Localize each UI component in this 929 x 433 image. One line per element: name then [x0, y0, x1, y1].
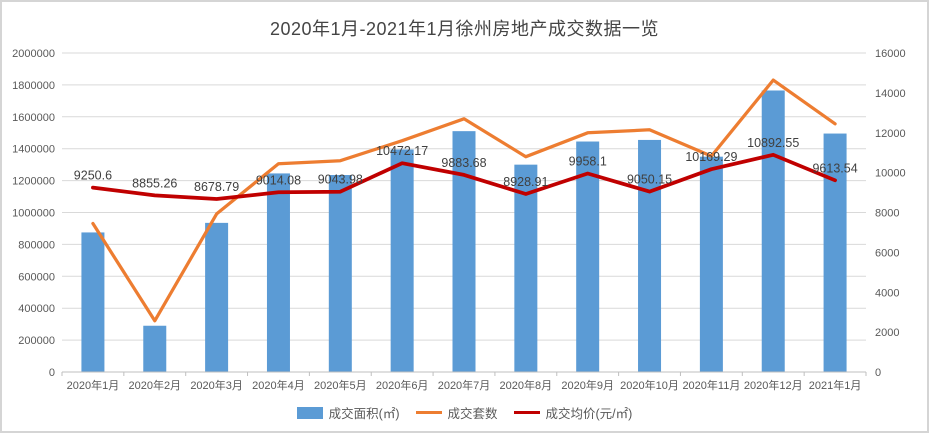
- x-axis-category-label: 2020年2月: [128, 378, 181, 392]
- avg-price-swatch-icon: [513, 411, 540, 414]
- avg-price-data-label: 8855.26: [132, 176, 177, 190]
- deal-area-bar: [205, 222, 229, 372]
- left-axis-tick-label: 1600000: [12, 112, 55, 124]
- left-axis-tick-label: 200000: [18, 335, 55, 347]
- x-axis-category-label: 2020年6月: [376, 378, 429, 392]
- right-axis-tick-label: 0: [875, 367, 881, 379]
- legend-label-avg-price: 成交均价(元/㎡): [545, 407, 633, 421]
- legend-label-deal-count: 成交套数: [447, 407, 498, 421]
- avg-price-data-label: 9014.08: [256, 173, 301, 187]
- deal-area-bar: [761, 90, 785, 373]
- deal-area-bar: [823, 133, 847, 372]
- left-axis-tick-label: 1200000: [12, 176, 55, 188]
- deal-count-line: [91, 78, 837, 323]
- left-axis-tick-label: 1400000: [12, 144, 55, 156]
- avg-price-data-label: 10169.29: [685, 150, 737, 164]
- left-axis-tick-label: 0: [49, 367, 55, 379]
- deal-area-bar: [576, 141, 600, 372]
- legend-item-deal-area: 成交面积(㎡): [296, 403, 400, 422]
- right-axis-tick-label: 10000: [875, 168, 906, 180]
- avg-price-data-label: 8678.79: [194, 180, 239, 194]
- right-axis-tick-label: 16000: [875, 48, 906, 60]
- avg-price-data-label: 9043.98: [318, 173, 363, 187]
- avg-price-data-label: 8928.91: [503, 175, 548, 189]
- avg-price-data-label: 9250.6: [74, 169, 112, 183]
- avg-price-data-label: 10472.17: [376, 144, 428, 158]
- legend-item-avg-price: 成交均价(元/㎡): [513, 403, 633, 422]
- right-axis-tick-label: 8000: [875, 208, 899, 220]
- chart-title: 2020年1月-2021年1月徐州房地产成交数据一览: [269, 19, 660, 39]
- avg-price-data-label: 9883.68: [441, 156, 486, 170]
- x-axis-category-label: 2020年4月: [252, 378, 305, 392]
- x-axis-category-label: 2020年11月: [682, 378, 740, 392]
- left-axis-tick-label: 600000: [18, 271, 55, 283]
- deal-area-bar: [638, 139, 662, 372]
- avg-price-data-label: 10892.55: [747, 136, 799, 150]
- left-axis-tick-label: 1800000: [12, 80, 55, 92]
- deal-area-bar: [390, 149, 414, 372]
- legend: 成交面积(㎡) 成交套数 成交均价(元/㎡): [2, 403, 927, 422]
- legend-label-deal-area: 成交面积(㎡): [328, 407, 400, 421]
- legend-item-deal-count: 成交套数: [415, 403, 498, 422]
- x-axis-category-label: 2021年1月: [809, 378, 862, 392]
- left-axis-tick-label: 1000000: [12, 208, 55, 220]
- avg-price-data-label: 9050.15: [627, 173, 672, 187]
- x-axis-category-label: 2020年5月: [314, 378, 367, 392]
- right-axis-tick-label: 6000: [875, 247, 899, 259]
- deal-count-swatch-icon: [415, 411, 442, 414]
- x-axis-category-label: 2020年1月: [67, 378, 120, 392]
- deal-area-bar: [81, 232, 105, 372]
- avg-price-line: [91, 152, 837, 201]
- avg-price-data-label: 9958.1: [569, 154, 607, 168]
- x-axis-category-label: 2020年10月: [620, 378, 679, 392]
- deal-area-bar: [452, 131, 476, 372]
- deal-area-swatch-icon: [296, 406, 323, 419]
- deal-area-bar: [514, 164, 538, 372]
- deal-area-bar: [328, 175, 352, 372]
- deal-area-bar: [143, 325, 167, 372]
- right-axis-tick-label: 2000: [875, 327, 899, 339]
- left-axis-tick-label: 2000000: [12, 48, 55, 60]
- left-axis-tick-label: 800000: [18, 239, 55, 251]
- x-axis-category-label: 2020年12月: [744, 378, 803, 392]
- avg-price-data-label: 9613.54: [812, 161, 857, 175]
- left-axis-tick-label: 400000: [18, 303, 55, 315]
- right-axis-tick-label: 12000: [875, 128, 906, 140]
- x-axis-category-label: 2020年8月: [500, 378, 553, 392]
- x-axis-category-label: 2020年9月: [561, 378, 614, 392]
- deal-area-bar: [266, 173, 290, 372]
- right-axis-tick-label: 4000: [875, 287, 899, 299]
- x-axis-category-label: 2020年7月: [438, 378, 491, 392]
- deal-area-bar: [699, 156, 723, 372]
- right-axis-tick-label: 14000: [875, 88, 906, 100]
- x-axis-category-label: 2020年3月: [190, 378, 243, 392]
